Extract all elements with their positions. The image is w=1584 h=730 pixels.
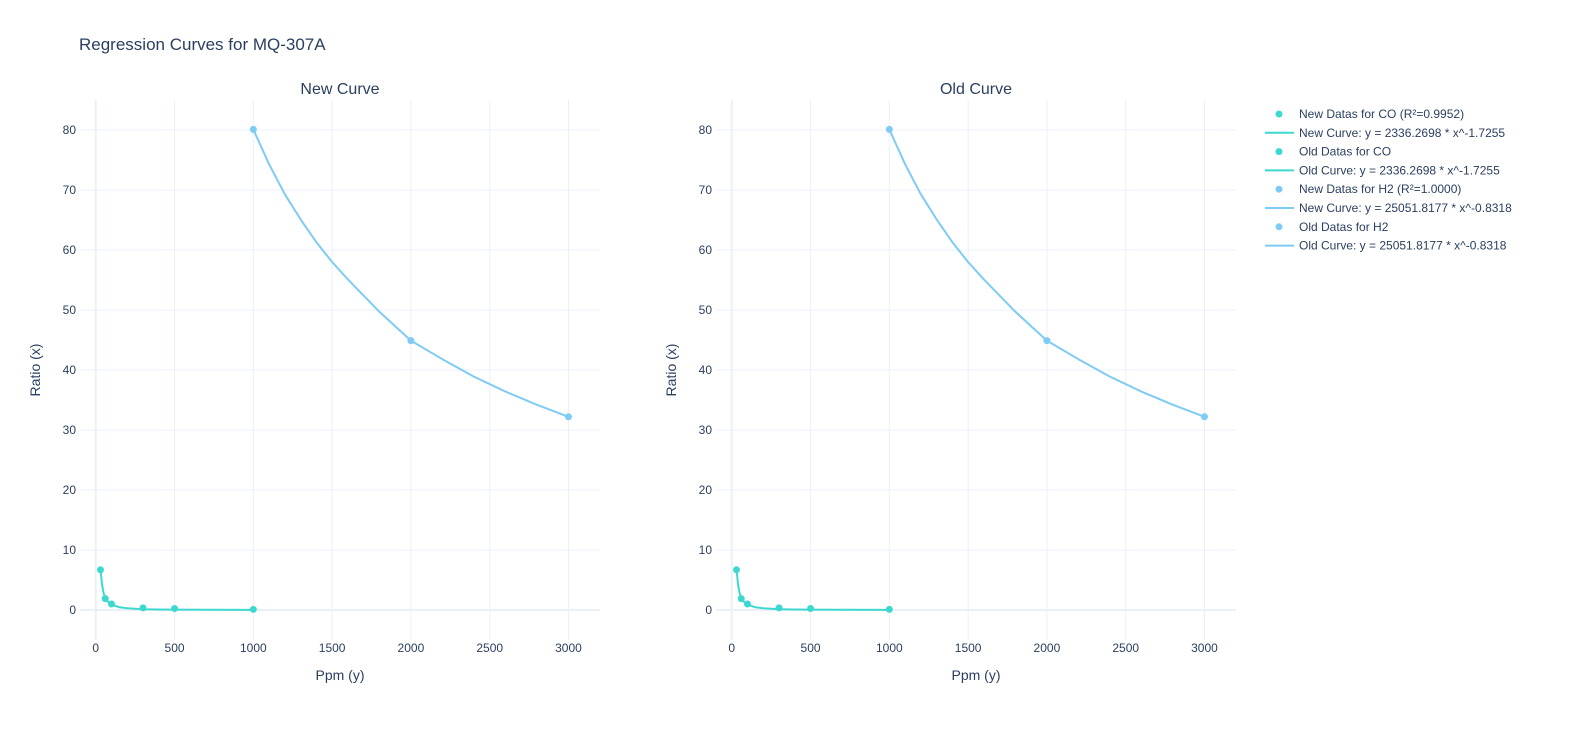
legend-marker-icon: [1275, 185, 1283, 193]
legend-label: New Datas for H2 (R²=1.0000): [1299, 182, 1461, 196]
x-tick-label: 2000: [398, 641, 425, 655]
data-point: [101, 595, 109, 603]
x-tick-label: 500: [801, 641, 821, 655]
y-tick-label: 80: [63, 123, 77, 137]
x-tick-label: 500: [165, 641, 185, 655]
x-tick-label: 2000: [1034, 641, 1061, 655]
data-point: [249, 125, 257, 133]
y-tick-label: 50: [699, 303, 713, 317]
y-tick-label: 50: [63, 303, 77, 317]
subplot-new-curve: 0 500 1000 1500 2000 2500 3000 0 10 20 30 40 50 60 70 8…: [27, 81, 600, 683]
y-tick-label: 80: [699, 123, 713, 137]
legend-marker-icon: [1275, 223, 1283, 231]
series-line: [888, 128, 1205, 418]
legend-item: Old Curve: y = 25051.8177 * x^-0.8318: [1265, 239, 1507, 253]
data-point: [108, 600, 116, 608]
y-tick-label: 40: [699, 363, 713, 377]
x-axis-title: Ppm (y): [316, 667, 365, 683]
data-point: [732, 566, 740, 574]
y-tick-label: 20: [63, 483, 77, 497]
x-tick-label: 3000: [1191, 641, 1218, 655]
data-point: [407, 337, 415, 345]
legend-label: Old Datas for H2: [1299, 220, 1389, 234]
y-tick-label: 60: [63, 243, 77, 257]
x-tick-label: 2500: [1112, 641, 1139, 655]
data-point: [139, 604, 147, 612]
y-axis-title: Ratio (x): [27, 344, 43, 397]
series-line: [99, 569, 254, 611]
subplot-title: New Curve: [300, 81, 379, 98]
data-point: [564, 413, 572, 421]
y-tick-label: 30: [63, 423, 77, 437]
data-point: [96, 566, 104, 574]
x-tick-label: 1500: [319, 641, 346, 655]
data-point: [1043, 337, 1051, 345]
data-point: [249, 605, 257, 613]
legend-label: New Curve: y = 25051.8177 * x^-0.8318: [1299, 201, 1512, 215]
legend-item: Old Datas for H2: [1275, 220, 1389, 234]
legend-marker-icon: [1275, 148, 1283, 156]
data-point: [171, 605, 179, 612]
series-line: [735, 569, 890, 611]
x-tick-label: 2500: [476, 641, 503, 655]
legend-label: Old Curve: y = 25051.8177 * x^-0.8318: [1299, 239, 1507, 253]
y-tick-label: 70: [63, 183, 77, 197]
chart-title: Regression Curves for MQ-307A: [79, 35, 326, 54]
y-tick-label: 10: [699, 543, 713, 557]
y-tick-label: 40: [63, 363, 77, 377]
x-tick-label: 1000: [240, 641, 267, 655]
data-point: [807, 605, 815, 612]
legend-item: New Curve: y = 25051.8177 * x^-0.8318: [1265, 201, 1512, 215]
x-tick-label: 0: [92, 641, 99, 655]
y-tick-label: 10: [63, 543, 77, 557]
data-point: [885, 125, 893, 133]
legend-label: New Datas for CO (R²=0.9952): [1299, 107, 1464, 121]
data-point: [775, 604, 783, 612]
data-point: [885, 605, 893, 613]
y-tick-label: 70: [699, 183, 713, 197]
x-axis-title: Ppm (y): [952, 667, 1001, 683]
legend-marker-icon: [1275, 110, 1283, 118]
legend-label: Old Datas for CO: [1299, 145, 1391, 159]
subplot-title: Old Curve: [940, 81, 1012, 98]
subplot-old-curve: 0 500 1000 1500 2000 2500 3000 0 10 20 30 40 50 60 70 8…: [663, 81, 1236, 683]
y-tick-label: 0: [705, 603, 712, 617]
y-axis-title: Ratio (x): [663, 344, 679, 397]
x-tick-label: 1000: [876, 641, 903, 655]
legend-item: Old Datas for CO: [1275, 145, 1391, 159]
legend-item: New Curve: y = 2336.2698 * x^-1.7255: [1265, 126, 1505, 140]
series-line: [252, 128, 569, 418]
x-tick-label: 3000: [555, 641, 582, 655]
legend-label: Old Curve: y = 2336.2698 * x^-1.7255: [1299, 163, 1500, 177]
y-tick-label: 0: [69, 603, 76, 617]
legend-item: New Datas for H2 (R²=1.0000): [1275, 182, 1461, 196]
data-point: [1200, 413, 1208, 421]
x-tick-label: 1500: [955, 641, 982, 655]
y-tick-label: 60: [699, 243, 713, 257]
legend-label: New Curve: y = 2336.2698 * x^-1.7255: [1299, 126, 1505, 140]
data-point: [744, 600, 752, 608]
legend-item: New Datas for CO (R²=0.9952): [1275, 107, 1464, 121]
legend: New Datas for CO (R²=0.9952) New Curve: y…: [1265, 107, 1512, 253]
data-point: [737, 595, 745, 603]
y-tick-label: 20: [699, 483, 713, 497]
x-tick-label: 0: [728, 641, 735, 655]
y-tick-label: 30: [699, 423, 713, 437]
legend-item: Old Curve: y = 2336.2698 * x^-1.7255: [1265, 163, 1500, 177]
